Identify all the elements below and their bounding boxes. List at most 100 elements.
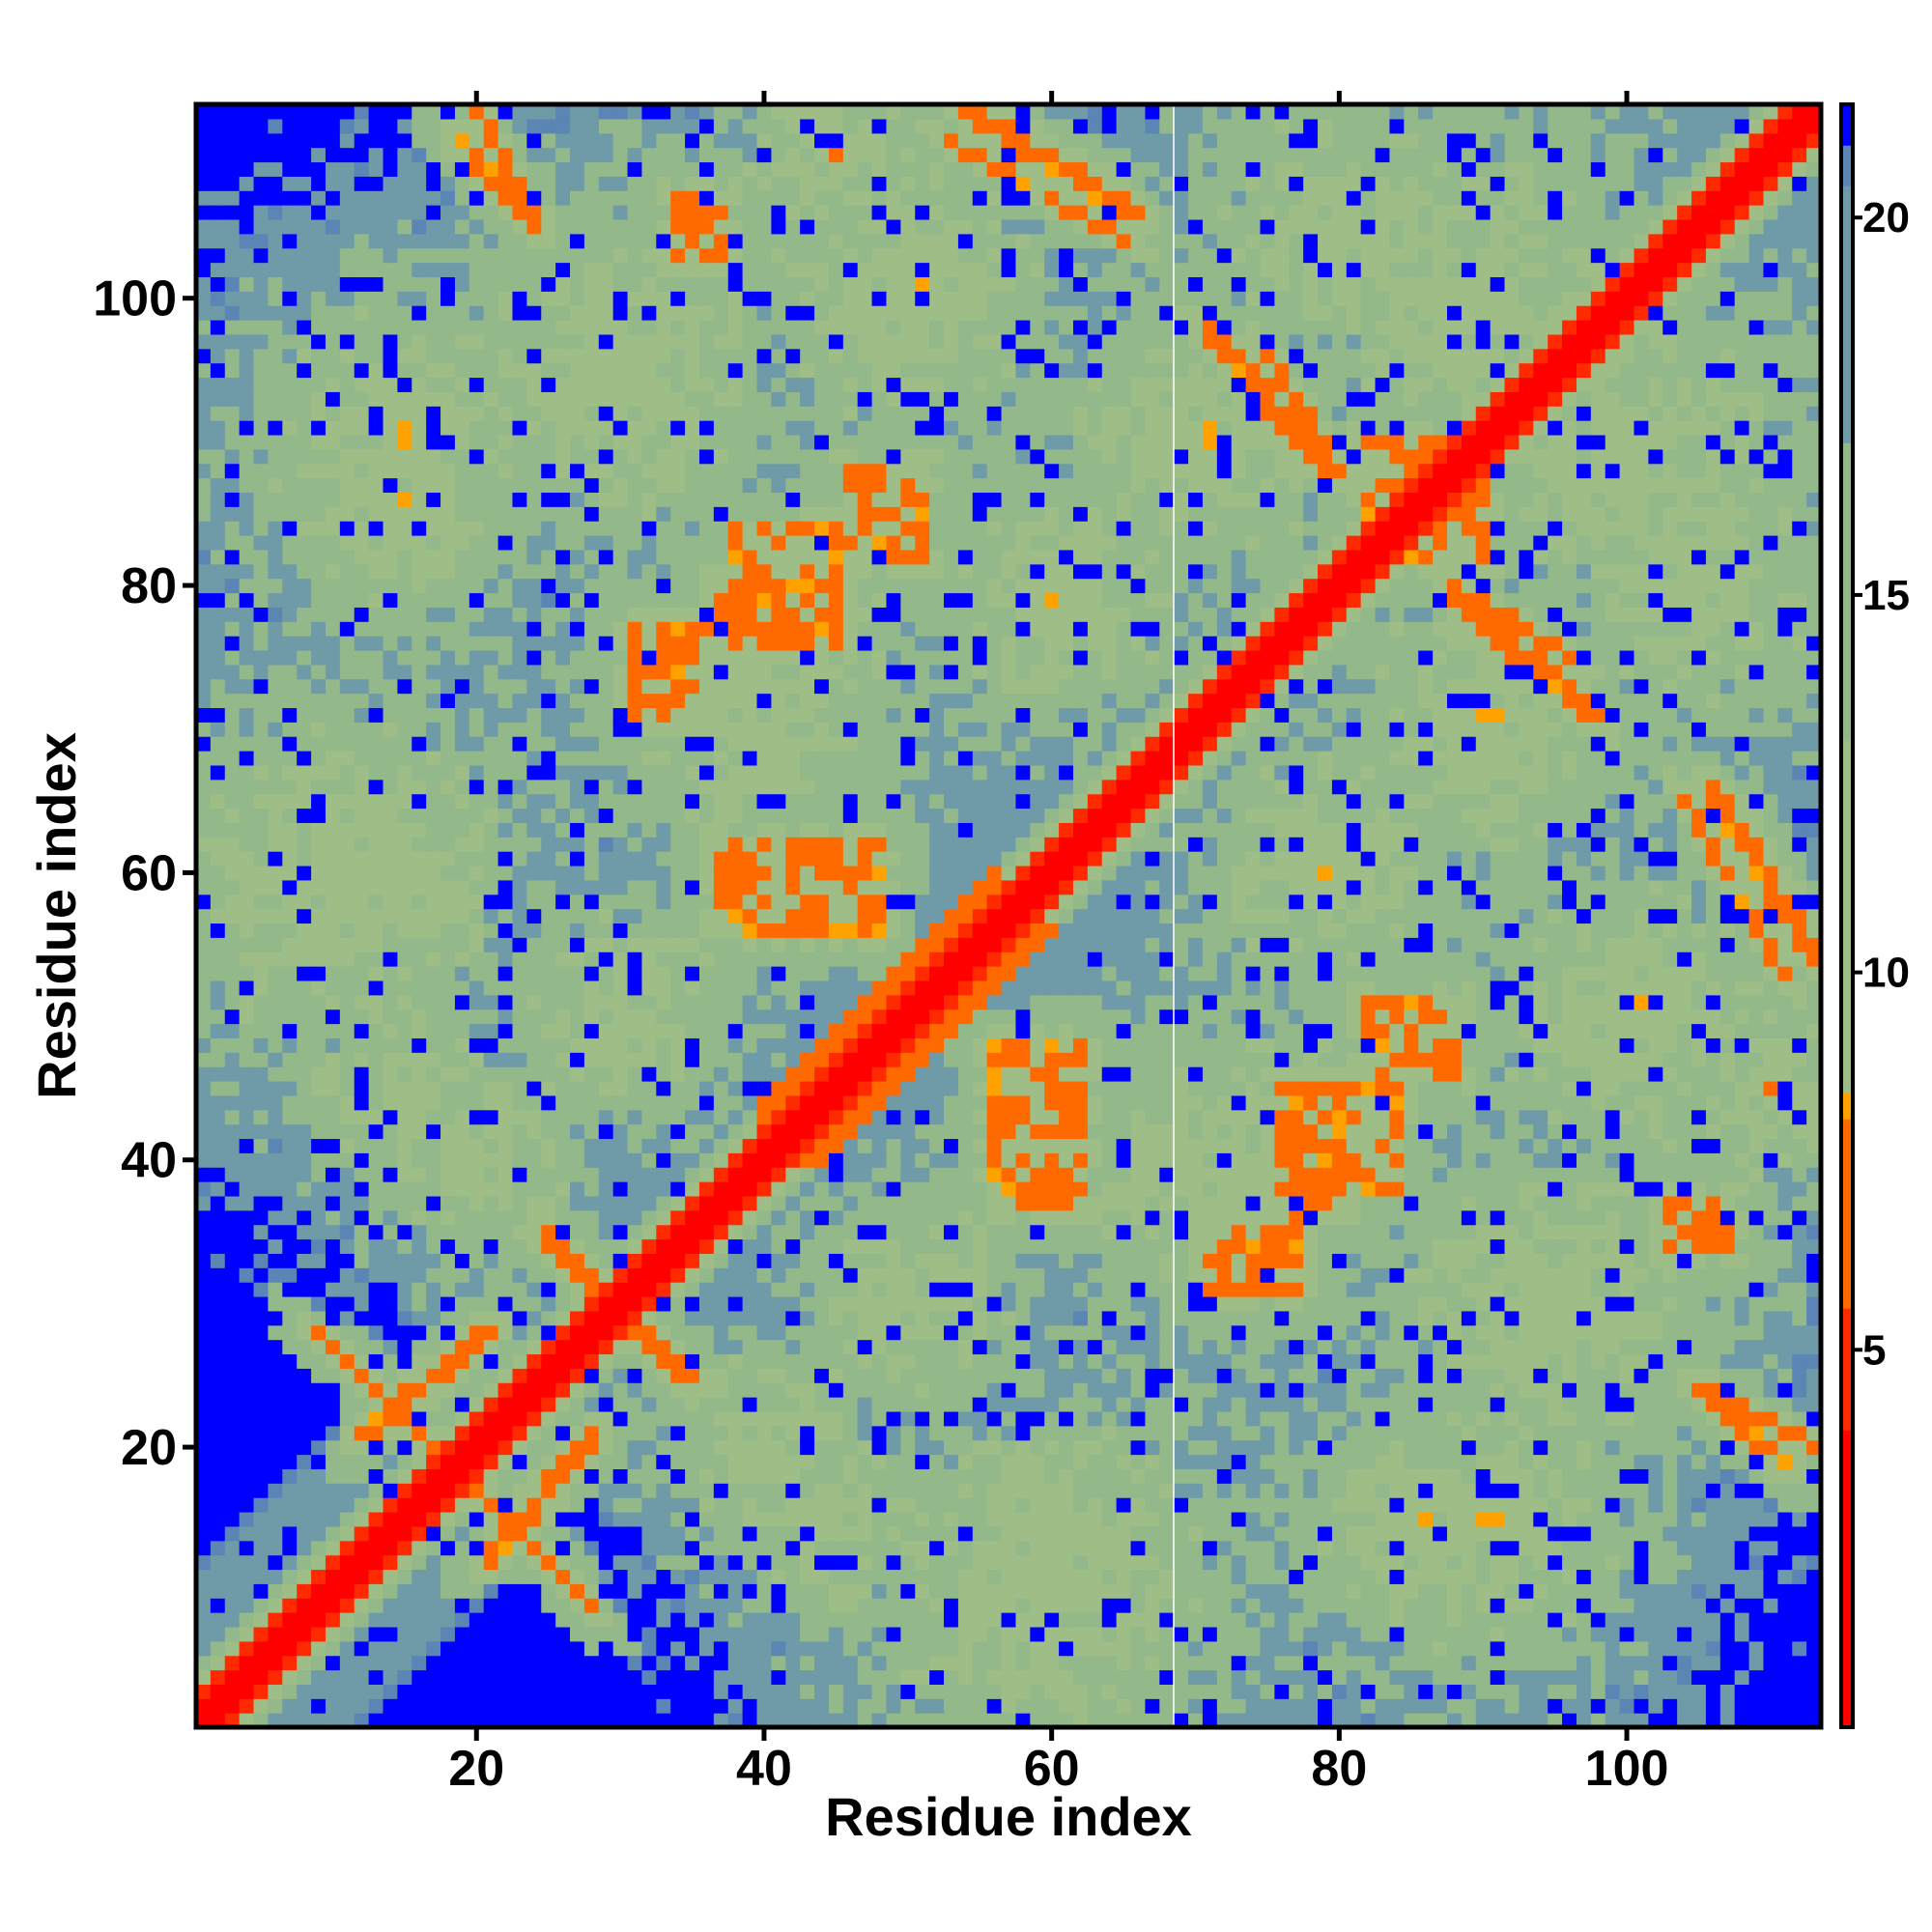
heatmap-cell — [368, 1195, 384, 1211]
heatmap-cell — [383, 147, 398, 163]
heatmap-cell — [814, 937, 830, 952]
heatmap-cell — [483, 147, 499, 163]
heatmap-cell — [555, 1052, 571, 1067]
heatmap-cell — [311, 506, 327, 522]
heatmap-cell — [670, 377, 686, 392]
heatmap-cell — [526, 1167, 542, 1182]
heatmap-cell — [698, 1684, 715, 1699]
heatmap-cell — [555, 722, 571, 737]
heatmap-cell — [656, 1382, 671, 1398]
heatmap-cell — [383, 1209, 398, 1226]
heatmap-cell — [383, 808, 398, 823]
heatmap-cell — [497, 1353, 514, 1369]
heatmap-cell — [656, 1511, 671, 1527]
heatmap-cell — [771, 161, 786, 177]
heatmap-cell — [483, 218, 499, 235]
heatmap-cell — [297, 291, 312, 306]
heatmap-cell — [311, 607, 327, 622]
heatmap-cell — [555, 1583, 571, 1599]
heatmap-cell — [541, 779, 556, 795]
heatmap-cell — [756, 1094, 772, 1111]
heatmap-cell — [771, 578, 786, 594]
heatmap-cell — [698, 952, 715, 967]
heatmap-cell — [685, 837, 700, 852]
heatmap-cell — [354, 276, 370, 292]
heatmap-cell — [469, 1195, 485, 1211]
heatmap-cell — [339, 233, 355, 249]
heatmap-cell — [224, 104, 241, 120]
heatmap-cell — [368, 1439, 384, 1456]
heatmap-cell — [570, 736, 585, 752]
heatmap-cell — [383, 1224, 398, 1240]
heatmap-cell — [354, 1109, 370, 1125]
heatmap-cell — [555, 132, 571, 149]
heatmap-cell — [800, 377, 815, 392]
heatmap-cell — [641, 262, 657, 278]
heatmap-cell — [368, 1023, 384, 1038]
heatmap-cell — [656, 636, 671, 651]
heatmap-cell — [771, 678, 786, 695]
heatmap-cell — [368, 1540, 384, 1556]
heatmap-cell — [555, 1525, 571, 1542]
heatmap-cell — [325, 837, 341, 852]
heatmap-cell — [742, 176, 758, 191]
heatmap-cell — [454, 218, 470, 235]
heatmap-cell — [685, 406, 700, 421]
heatmap-cell — [727, 1655, 744, 1671]
heatmap-cell — [785, 161, 801, 177]
heatmap-cell — [756, 664, 772, 680]
heatmap-cell — [483, 1468, 499, 1484]
heatmap-cell — [771, 793, 786, 810]
heatmap-cell — [727, 477, 744, 494]
heatmap-cell — [383, 1626, 398, 1642]
heatmap-cell — [512, 764, 527, 781]
heatmap-cell — [483, 937, 499, 952]
heatmap-cell — [210, 406, 226, 421]
heatmap-cell — [368, 1238, 384, 1254]
heatmap-cell — [454, 994, 470, 1010]
heatmap-cell — [440, 837, 456, 852]
heatmap-cell — [541, 506, 556, 522]
heatmap-cell — [598, 1483, 614, 1498]
heatmap-cell — [383, 190, 398, 206]
heatmap-cell — [656, 563, 671, 580]
heatmap-cell — [469, 1554, 485, 1571]
heatmap-cell — [297, 1612, 312, 1628]
heatmap-cell — [713, 851, 729, 867]
heatmap-cell — [325, 218, 341, 235]
heatmap-cell — [354, 1282, 370, 1297]
heatmap-cell — [656, 492, 671, 507]
heatmap-cell — [268, 161, 283, 177]
heatmap-cell — [814, 1353, 830, 1369]
heatmap-cell — [339, 621, 355, 637]
heatmap-cell — [268, 1397, 283, 1412]
heatmap-cell — [685, 291, 700, 306]
heatmap-cell — [670, 1483, 686, 1498]
heatmap-cell — [282, 205, 298, 220]
heatmap-cell — [512, 793, 527, 810]
heatmap-cell — [814, 1181, 830, 1197]
heatmap-cell — [512, 406, 527, 421]
heatmap-cell — [311, 377, 327, 392]
heatmap-cell — [224, 1569, 241, 1584]
heatmap-cell — [583, 262, 600, 278]
heatmap-cell — [512, 1209, 527, 1226]
heatmap-cell — [713, 276, 729, 292]
heatmap-cell — [641, 923, 657, 938]
heatmap-cell — [325, 506, 341, 522]
heatmap-cell — [268, 1583, 283, 1599]
heatmap-cell — [685, 722, 700, 737]
heatmap-cell — [713, 1626, 729, 1642]
heatmap-cell — [268, 693, 283, 709]
heatmap-cell — [483, 1540, 499, 1556]
heatmap-cell — [397, 1713, 412, 1728]
heatmap-cell — [426, 132, 441, 149]
heatmap-cell — [698, 1468, 715, 1484]
heatmap-cell — [800, 649, 815, 666]
heatmap-cell — [670, 1138, 686, 1153]
heatmap-cell — [555, 1238, 571, 1254]
heatmap-cell — [268, 966, 283, 981]
heatmap-cell — [785, 291, 801, 306]
heatmap-cell — [583, 779, 600, 795]
heatmap-cell — [800, 1339, 815, 1355]
